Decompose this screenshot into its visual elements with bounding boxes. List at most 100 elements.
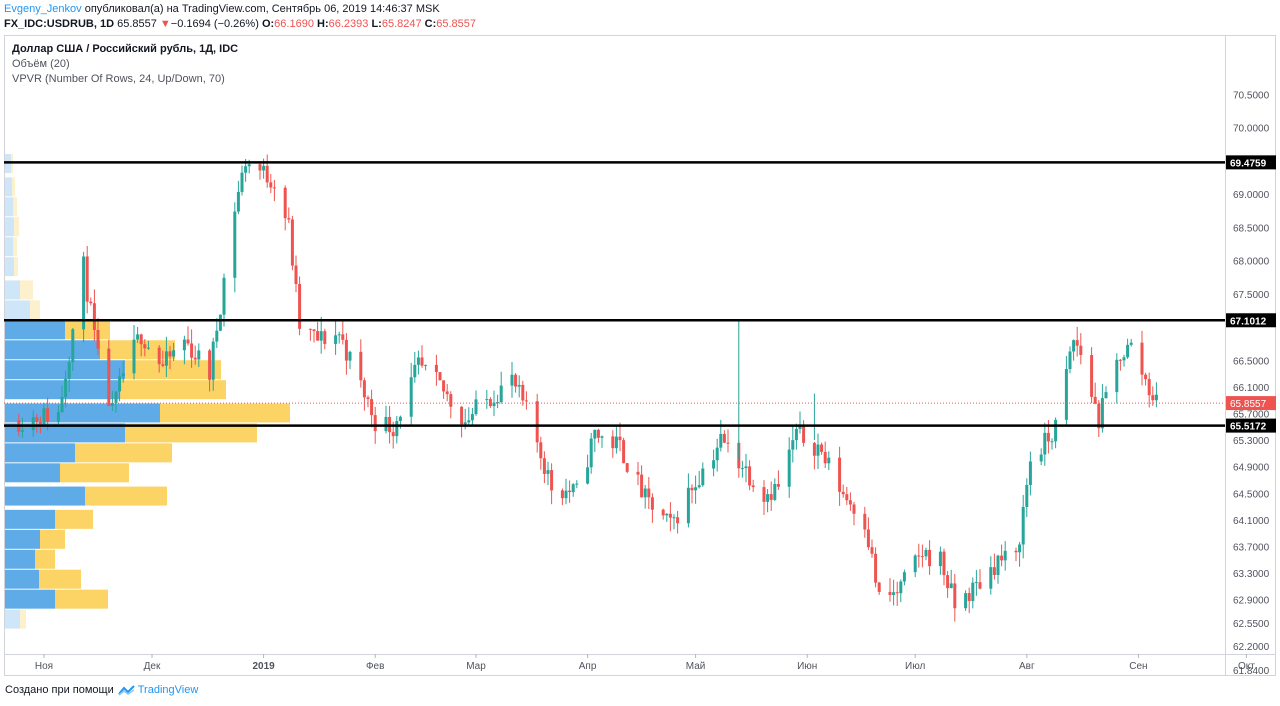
candle-body bbox=[766, 494, 770, 502]
close-value: 65.8557 bbox=[436, 18, 477, 30]
candle-body bbox=[107, 348, 111, 406]
horizontal-levels[interactable]: 69.4759 67.1012 65.5172 65.8557 bbox=[4, 155, 1276, 433]
candle-body bbox=[1097, 403, 1101, 429]
candle-body bbox=[874, 553, 878, 583]
volume-profile-up-bar bbox=[5, 549, 35, 569]
candle-body bbox=[773, 483, 777, 500]
candle-body bbox=[1151, 395, 1155, 401]
candle-body bbox=[949, 583, 953, 589]
volume-profile-down-bar bbox=[55, 589, 108, 609]
volume-profile-down-bar bbox=[30, 300, 40, 320]
candle-body bbox=[848, 500, 852, 505]
candle-body bbox=[262, 165, 266, 171]
candle-body bbox=[672, 517, 676, 519]
volume-profile-down-bar bbox=[100, 340, 175, 360]
low-value: 65.8247 bbox=[381, 18, 422, 30]
price-axis[interactable]: 70.5000 70.0000 69.0000 68.5000 68.0000 67.50… bbox=[1233, 90, 1270, 676]
time-axis[interactable]: Ноя Дек 2019 Фев Мар Апр Май Июн Июл Авг Сен Окт bbox=[35, 654, 1255, 672]
candle-body bbox=[661, 509, 665, 516]
author-link[interactable]: Evgeny_Jenkov bbox=[4, 3, 82, 15]
candle-body bbox=[762, 487, 766, 502]
level-price-label: 67.1012 bbox=[1230, 316, 1267, 327]
candle-body bbox=[247, 164, 251, 167]
price-tick-label: 68.5000 bbox=[1233, 223, 1270, 234]
candle-body bbox=[812, 442, 816, 456]
volume-profile-up-bar bbox=[5, 300, 30, 320]
candle-body bbox=[31, 417, 35, 431]
candle-body bbox=[542, 458, 546, 474]
candle-body bbox=[89, 301, 93, 304]
candle-body bbox=[172, 350, 176, 357]
candle-body bbox=[1104, 392, 1108, 399]
candle-body bbox=[1118, 359, 1122, 361]
candle-body bbox=[974, 582, 978, 584]
candle-body bbox=[650, 497, 654, 510]
candle-body bbox=[1100, 398, 1104, 429]
candle-body bbox=[564, 490, 568, 499]
candle-body bbox=[820, 444, 824, 452]
candle-body bbox=[384, 416, 388, 432]
time-tick-label: Июл bbox=[905, 661, 925, 672]
candle-body bbox=[366, 397, 370, 400]
tradingview-link[interactable]: TradingView bbox=[117, 684, 198, 696]
candle-body bbox=[1154, 394, 1158, 401]
candle-body bbox=[67, 362, 71, 379]
level-price-tag bbox=[1226, 313, 1276, 328]
candle-body bbox=[463, 422, 467, 425]
candle-body bbox=[560, 490, 564, 499]
candle-body bbox=[1025, 484, 1029, 507]
volume-profile-down-bar bbox=[55, 509, 93, 529]
volume-profile-down-bar bbox=[12, 177, 15, 197]
candle-body bbox=[146, 347, 150, 349]
volume-profile-up-bar bbox=[5, 360, 125, 380]
candle-body bbox=[902, 572, 906, 582]
candle-body bbox=[492, 402, 496, 407]
volume-profile-up-bar bbox=[5, 609, 20, 629]
candle-body bbox=[1018, 544, 1022, 553]
tradingview-logo-icon bbox=[117, 685, 135, 696]
candle-body bbox=[139, 334, 143, 345]
candle-body bbox=[470, 414, 474, 421]
candle-body bbox=[82, 256, 86, 330]
candle-body bbox=[488, 399, 492, 407]
candle-body bbox=[596, 429, 600, 438]
candle-body bbox=[823, 451, 827, 464]
candle-body bbox=[121, 373, 125, 377]
candle-body bbox=[546, 470, 550, 474]
candle-body bbox=[442, 380, 446, 392]
time-tick-label: Ноя bbox=[35, 661, 53, 672]
candle-body bbox=[751, 485, 755, 488]
candle-body bbox=[258, 164, 262, 171]
candle-body bbox=[391, 432, 395, 437]
candle-body bbox=[269, 182, 273, 188]
price-chart[interactable]: 69.4759 67.1012 65.5172 65.8557 70.5000 70.0… bbox=[4, 35, 1276, 676]
candle-body bbox=[863, 513, 867, 530]
price-tick-label: 63.7000 bbox=[1233, 542, 1270, 553]
volume-profile-down-bar bbox=[125, 423, 257, 443]
volume-profile-down-bar bbox=[13, 197, 17, 217]
candle-body bbox=[989, 567, 993, 589]
candle-body bbox=[1144, 374, 1148, 380]
candle-body bbox=[794, 428, 798, 441]
close-label: C: bbox=[424, 18, 437, 30]
time-tick-label: Май bbox=[686, 661, 706, 672]
candle-body bbox=[485, 399, 489, 401]
volume-indicator-label: Объём (20) bbox=[12, 58, 70, 70]
volume-profile-down-bar bbox=[13, 237, 17, 257]
candle-body bbox=[168, 351, 172, 357]
time-tick-label: Фев bbox=[366, 661, 384, 672]
candle-body bbox=[1043, 432, 1047, 455]
time-tick-label: Апр bbox=[579, 661, 597, 672]
candle-body bbox=[892, 592, 896, 595]
candle-body bbox=[60, 397, 64, 413]
candle-body bbox=[726, 442, 730, 444]
current-price-tag bbox=[1226, 396, 1276, 411]
volume-profile-down-bar bbox=[14, 217, 19, 237]
candle-body bbox=[967, 593, 971, 602]
candle-body bbox=[319, 331, 323, 341]
candle-body bbox=[928, 549, 932, 567]
candle-body bbox=[1115, 359, 1119, 393]
candle-body bbox=[42, 408, 46, 425]
candle-body bbox=[636, 471, 640, 475]
candle-body bbox=[877, 582, 881, 592]
